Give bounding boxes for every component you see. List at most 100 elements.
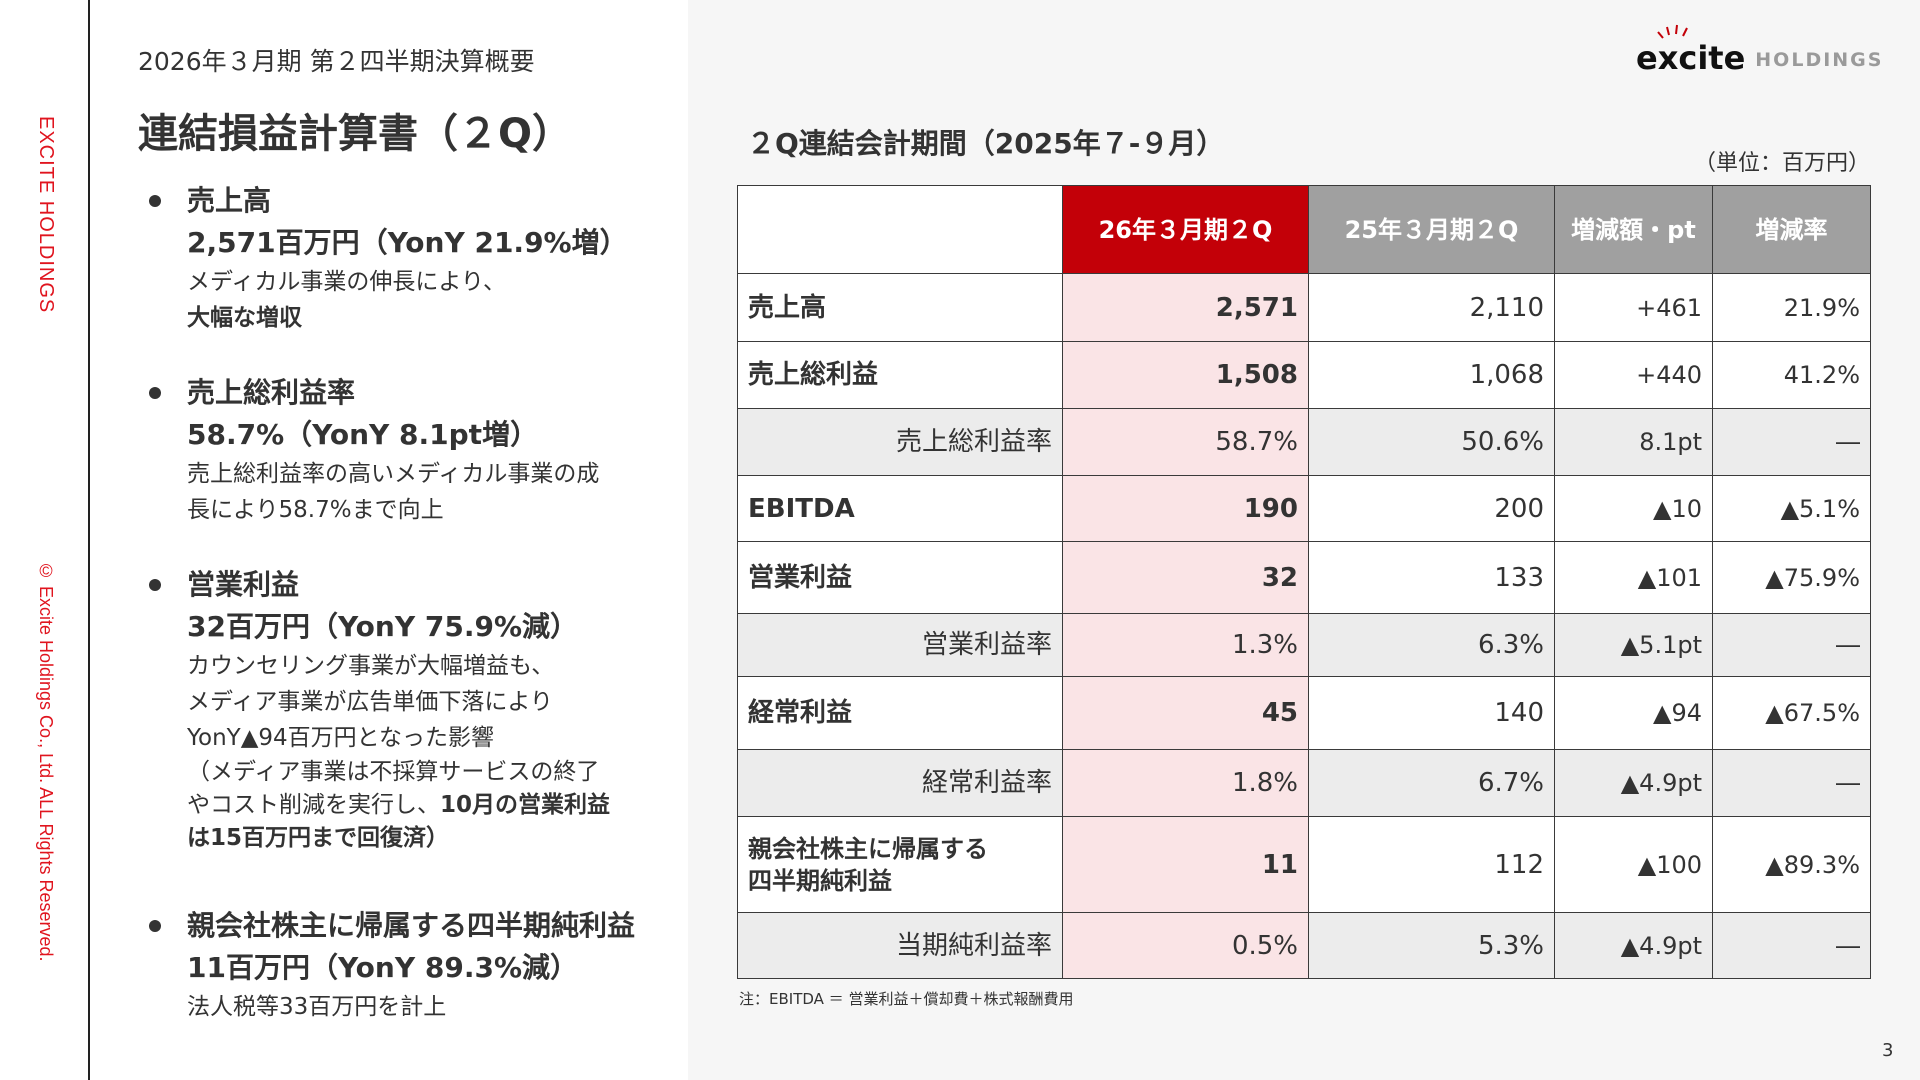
cell-label: 売上総利益 — [737, 341, 1063, 409]
cell-change-amount: ▲5.1pt — [1554, 613, 1713, 677]
bullet-value: 32百万円（YonY 75.9%減） — [187, 610, 579, 643]
bullet-head: 売上総利益率 — [187, 376, 356, 409]
table-row: 売上総利益 1,508 1,068 +440 41.2% — [737, 341, 1871, 409]
cell-change-rate: 41.2% — [1712, 341, 1871, 409]
bullet-head: 営業利益 — [187, 568, 300, 601]
cell-change-rate: ▲5.1% — [1712, 475, 1871, 542]
cell-current: 1.3% — [1062, 613, 1309, 677]
bullet-line: メディア事業が広告単価下落により — [187, 689, 553, 715]
bullet-line-bold: は15百万円まで回復済） — [187, 825, 450, 851]
cell-prior: 140 — [1308, 676, 1555, 750]
cell-label: 経常利益 — [737, 676, 1063, 750]
table-row: EBITDA 190 200 ▲10 ▲5.1% — [737, 475, 1871, 542]
cell-change-amount: ▲101 — [1554, 541, 1713, 614]
bullet-line: 法人税等33百万円を計上 — [187, 994, 447, 1020]
bullet-value: 2,571百万円（YonY 21.9%増） — [187, 226, 628, 259]
cell-prior: 6.7% — [1308, 749, 1555, 817]
bullet-gross-margin: 売上総利益率 58.7%（YonY 8.1pt増） 売上総利益率の高いメディカル… — [145, 372, 683, 528]
bullet-head: 売上高 — [187, 184, 272, 217]
table-row: 営業利益 32 133 ▲101 ▲75.9% — [737, 541, 1871, 614]
header-current-period: 26年３月期２Q — [1062, 185, 1309, 274]
cell-current: 45 — [1062, 676, 1309, 750]
cell-prior: 200 — [1308, 475, 1555, 542]
cell-label: EBITDA — [737, 475, 1063, 542]
side-brand: EXCITE HOLDINGS — [35, 116, 57, 314]
header-prior-period: 25年３月期２Q — [1308, 185, 1555, 274]
bullet-net-income: 親会社株主に帰属する四半期純利益 11百万円（YonY 89.3%減） 法人税等… — [145, 905, 683, 1025]
table-row: 営業利益率 1.3% 6.3% ▲5.1pt ― — [737, 613, 1871, 677]
logo-mark: excite — [1636, 24, 1745, 78]
cell-prior: 5.3% — [1308, 912, 1555, 979]
bullet-value: 58.7%（YonY 8.1pt増） — [187, 418, 539, 451]
cell-label: 当期純利益率 — [737, 912, 1063, 979]
cell-change-rate: ― — [1712, 912, 1871, 979]
cell-prior: 2,110 — [1308, 273, 1555, 342]
statement-section: ２Q連結会計期間（2025年７-９月） （単位：百万円） 26年３月期２Q 25… — [737, 124, 1871, 1009]
cell-label: 営業利益 — [737, 541, 1063, 614]
page-title: 連結損益計算書（２Q） — [138, 111, 573, 157]
table-row: 当期純利益率 0.5% 5.3% ▲4.9pt ― — [737, 912, 1871, 979]
bullet-sales: 売上高 2,571百万円（YonY 21.9%増） メディカル事業の伸長により、… — [145, 180, 683, 336]
side-copyright: © Excite Holdings Co., Ltd. ALL Rights R… — [36, 561, 56, 962]
cell-prior: 112 — [1308, 816, 1555, 913]
cell-label: 営業利益率 — [737, 613, 1063, 677]
bullet-icon — [149, 579, 161, 591]
logo-rays-icon — [1657, 24, 1688, 39]
bullet-line: やコスト削減を実行し、 — [187, 792, 440, 818]
cell-current: 0.5% — [1062, 912, 1309, 979]
cell-change-rate: ― — [1712, 408, 1871, 476]
bullet-line: メディカル事業の伸長により、 — [187, 269, 507, 295]
header-blank — [737, 185, 1063, 274]
summary-column: 2026年３月期 第２四半期決算概要 連結損益計算書（２Q） 売上高 2,571… — [138, 44, 683, 1025]
cell-change-rate: ― — [1712, 749, 1871, 817]
section-title: ２Q連結会計期間（2025年７-９月） — [747, 127, 1225, 160]
cell-change-amount: ▲4.9pt — [1554, 912, 1713, 979]
bullet-line: YonY▲94百万円となった影響 — [187, 725, 494, 751]
unit-label: （単位：百万円） — [1693, 151, 1870, 176]
cell-change-amount: ▲10 — [1554, 475, 1713, 542]
cell-change-rate: ▲89.3% — [1712, 816, 1871, 913]
cell-prior: 50.6% — [1308, 408, 1555, 476]
cell-change-amount: +440 — [1554, 341, 1713, 409]
bullet-icon — [149, 195, 161, 207]
table-row: 経常利益 45 140 ▲94 ▲67.5% — [737, 676, 1871, 750]
cell-label: 売上高 — [737, 273, 1063, 342]
cell-label: 経常利益率 — [737, 749, 1063, 817]
bullet-line: （メディア事業は不採算サービスの終了 — [187, 759, 600, 785]
cell-current: 2,571 — [1062, 273, 1309, 342]
cell-current: 58.7% — [1062, 408, 1309, 476]
cell-change-amount: ▲100 — [1554, 816, 1713, 913]
cell-current: 32 — [1062, 541, 1309, 614]
table-header-row: 26年３月期２Q 25年３月期２Q 増減額・pt 増減率 — [737, 185, 1871, 274]
cell-change-amount: +461 — [1554, 273, 1713, 342]
cell-current: 11 — [1062, 816, 1309, 913]
cell-current: 190 — [1062, 475, 1309, 542]
logo-suffix: HOLDINGS — [1755, 49, 1884, 71]
divider — [88, 0, 90, 1080]
cell-change-amount: ▲94 — [1554, 676, 1713, 750]
header-change-rate: 増減率 — [1712, 185, 1871, 274]
bullet-value: 11百万円（YonY 89.3%減） — [187, 951, 579, 984]
bullet-icon — [149, 920, 161, 932]
cell-change-rate: 21.9% — [1712, 273, 1871, 342]
bullet-line: 売上総利益率の高いメディカル事業の成 — [187, 461, 600, 487]
page-subtitle: 2026年３月期 第２四半期決算概要 — [138, 47, 535, 76]
bullet-line-bold: 大幅な増収 — [187, 305, 302, 331]
bullet-line-bold: 10月の営業利益 — [440, 792, 611, 818]
page-number: 3 — [1882, 1040, 1894, 1061]
table-row: 売上高 2,571 2,110 +461 21.9% — [737, 273, 1871, 342]
cell-label: 売上総利益率 — [737, 408, 1063, 476]
cell-prior: 1,068 — [1308, 341, 1555, 409]
cell-change-rate: ▲75.9% — [1712, 541, 1871, 614]
header-change-amount: 増減額・pt — [1554, 185, 1713, 274]
cell-prior: 133 — [1308, 541, 1555, 614]
cell-change-rate: ― — [1712, 613, 1871, 677]
bullet-line: 長により58.7%まで向上 — [187, 497, 444, 523]
table-row: 経常利益率 1.8% 6.7% ▲4.9pt ― — [737, 749, 1871, 817]
cell-change-rate: ▲67.5% — [1712, 676, 1871, 750]
bullet-head: 親会社株主に帰属する四半期純利益 — [187, 909, 636, 942]
table-row: 親会社株主に帰属する 四半期純利益 11 112 ▲100 ▲89.3% — [737, 816, 1871, 913]
footnote: 注：EBITDA ＝ 営業利益＋償却費＋株式報酬費用 — [739, 990, 1074, 1008]
cell-prior: 6.3% — [1308, 613, 1555, 677]
cell-current: 1.8% — [1062, 749, 1309, 817]
